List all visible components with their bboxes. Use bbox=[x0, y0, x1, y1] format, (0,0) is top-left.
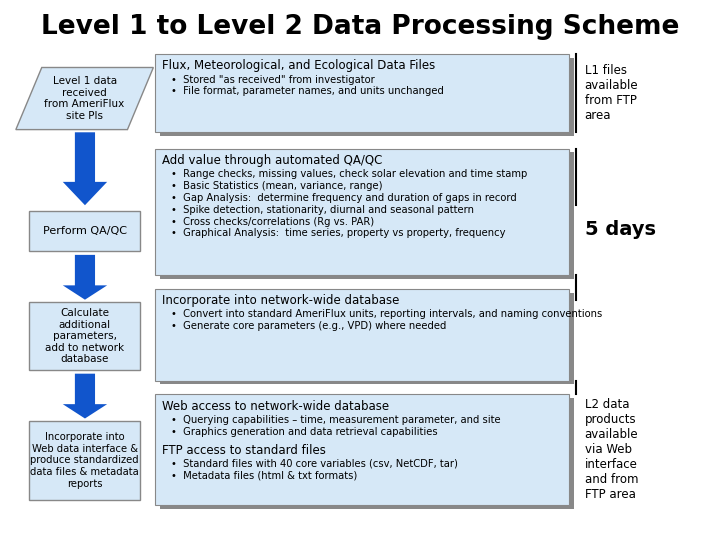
Text: L1 files
available
from FTP
area: L1 files available from FTP area bbox=[585, 64, 638, 122]
Text: 5 days: 5 days bbox=[585, 220, 656, 239]
Text: •  Cross checks/correlations (Rg vs. PAR): • Cross checks/correlations (Rg vs. PAR) bbox=[171, 217, 374, 227]
Text: •  Range checks, missing values, check solar elevation and time stamp: • Range checks, missing values, check so… bbox=[171, 169, 527, 179]
Text: L2 data
products
available
via Web
interface
and from
FTP area: L2 data products available via Web inter… bbox=[585, 398, 638, 501]
FancyBboxPatch shape bbox=[155, 54, 569, 132]
Text: •  Graphics generation and data retrieval capabilities: • Graphics generation and data retrieval… bbox=[171, 427, 437, 437]
Polygon shape bbox=[63, 374, 107, 418]
FancyBboxPatch shape bbox=[160, 152, 574, 279]
Text: •  Standard files with 40 core variables (csv, NetCDF, tar): • Standard files with 40 core variables … bbox=[171, 459, 457, 469]
FancyBboxPatch shape bbox=[160, 58, 574, 136]
Text: Level 1 to Level 2 Data Processing Scheme: Level 1 to Level 2 Data Processing Schem… bbox=[41, 14, 679, 39]
Text: Perform QA/QC: Perform QA/QC bbox=[42, 226, 127, 236]
Text: •  Basic Statistics (mean, variance, range): • Basic Statistics (mean, variance, rang… bbox=[171, 181, 382, 191]
Text: Flux, Meteorological, and Ecological Data Files: Flux, Meteorological, and Ecological Dat… bbox=[162, 59, 436, 72]
Polygon shape bbox=[63, 255, 107, 300]
Text: Incorporate into network-wide database: Incorporate into network-wide database bbox=[162, 294, 400, 307]
FancyBboxPatch shape bbox=[160, 293, 574, 384]
FancyBboxPatch shape bbox=[29, 421, 140, 500]
FancyBboxPatch shape bbox=[155, 148, 569, 275]
Text: Calculate
additional
parameters,
add to network
database: Calculate additional parameters, add to … bbox=[45, 308, 124, 364]
FancyBboxPatch shape bbox=[160, 398, 574, 509]
Polygon shape bbox=[16, 68, 153, 130]
Text: •  Graphical Analysis:  time series, property vs property, frequency: • Graphical Analysis: time series, prope… bbox=[171, 228, 505, 239]
Text: •  Stored "as received" from investigator: • Stored "as received" from investigator bbox=[171, 75, 374, 85]
Text: •  Generate core parameters (e.g., VPD) where needed: • Generate core parameters (e.g., VPD) w… bbox=[171, 321, 446, 332]
Polygon shape bbox=[63, 132, 107, 205]
Text: •  Gap Analysis:  determine frequency and duration of gaps in record: • Gap Analysis: determine frequency and … bbox=[171, 193, 516, 203]
Text: Incorporate into
Web data interface &
produce standardized
data files & metadata: Incorporate into Web data interface & pr… bbox=[30, 432, 139, 489]
FancyBboxPatch shape bbox=[155, 394, 569, 505]
Text: •  Spike detection, stationarity, diurnal and seasonal pattern: • Spike detection, stationarity, diurnal… bbox=[171, 205, 474, 215]
Text: •  Metadata files (html & txt formats): • Metadata files (html & txt formats) bbox=[171, 471, 357, 481]
Text: FTP access to standard files: FTP access to standard files bbox=[162, 444, 326, 457]
FancyBboxPatch shape bbox=[29, 211, 140, 251]
Text: Level 1 data
received
from AmeriFlux
site PIs: Level 1 data received from AmeriFlux sit… bbox=[45, 76, 125, 121]
FancyBboxPatch shape bbox=[29, 302, 140, 370]
Text: •  Querying capabilities – time, measurement parameter, and site: • Querying capabilities – time, measurem… bbox=[171, 415, 500, 425]
FancyBboxPatch shape bbox=[155, 289, 569, 381]
Text: •  Convert into standard AmeriFlux units, reporting intervals, and naming conven: • Convert into standard AmeriFlux units,… bbox=[171, 309, 602, 320]
Text: Add value through automated QA/QC: Add value through automated QA/QC bbox=[162, 154, 382, 167]
Text: Web access to network-wide database: Web access to network-wide database bbox=[162, 400, 389, 413]
Text: •  File format, parameter names, and units unchanged: • File format, parameter names, and unit… bbox=[171, 86, 444, 97]
